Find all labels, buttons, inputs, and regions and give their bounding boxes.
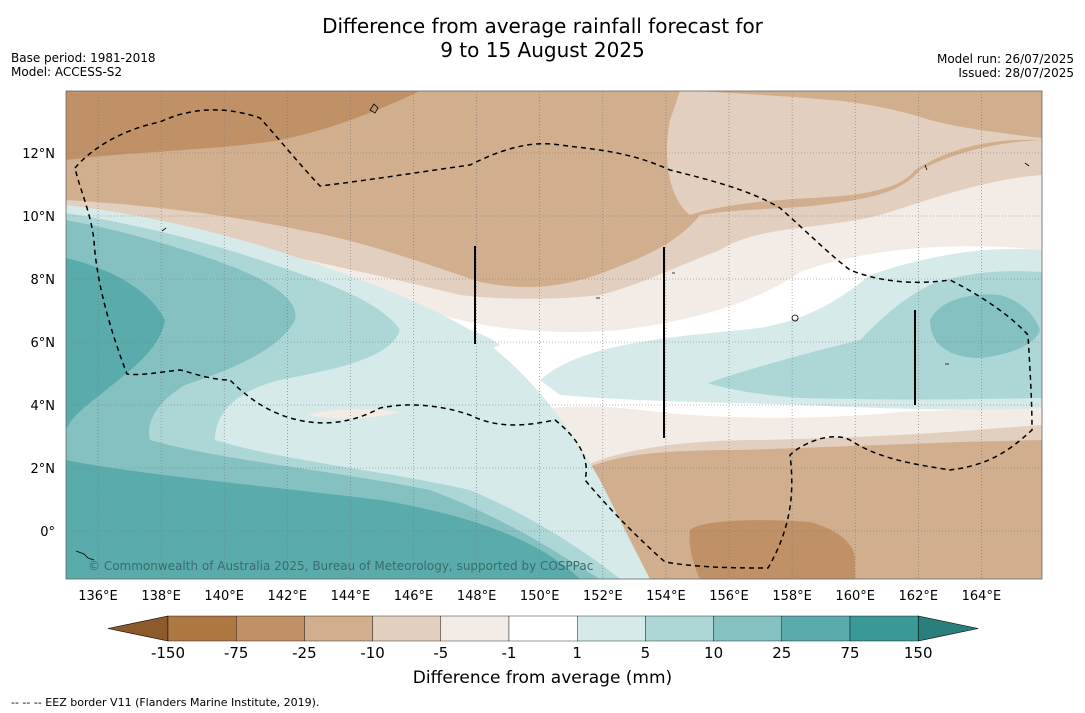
lat-tick-label: 0° (40, 525, 55, 540)
colorbar-tick-label: 75 (840, 644, 860, 662)
lon-tick-label: 136°E (78, 589, 118, 604)
colorbar-tick-label: 5 (640, 644, 651, 662)
lat-tick-label: 6°N (31, 336, 56, 351)
mid-wet-lens (420, 324, 500, 356)
colorbar-bin (167, 615, 237, 642)
colorbar-tick-label: 10 (704, 644, 724, 662)
colorbar-over-arrow (917, 615, 979, 642)
colorbar (107, 615, 979, 642)
lon-tick-label: 156°E (709, 589, 749, 604)
south-dry-sliver (308, 409, 400, 419)
lon-tick-label: 162°E (899, 589, 939, 604)
island-marks (75, 103, 1030, 561)
lon-tick-label: 150°E (520, 589, 560, 604)
lon-tick-label: 160°E (835, 589, 875, 604)
longitude-tick-labels: 136°E 138°E 140°E 142°E 144°E 146°E 148°E 150°E… (78, 589, 1001, 604)
lon-tick-label: 164°E (962, 589, 1002, 604)
colorbar-tick-label: -75 (223, 644, 249, 662)
west-wet-25 (66, 258, 580, 579)
lat-tick-label: 8°N (31, 273, 56, 288)
model-label: Model: ACCESS-S2 (11, 65, 123, 79)
eez-border (74, 109, 1033, 569)
title-line-1: Difference from average rainfall forecas… (322, 14, 763, 38)
issued-label: Issued: 28/07/2025 (958, 66, 1074, 80)
meta-left: Base period: 1981-2018 Model: ACCESS-S2 (11, 51, 156, 79)
colorbar-bin (235, 615, 305, 642)
map-gridlines (66, 91, 1042, 579)
lat-tick-label: 10°N (22, 210, 55, 225)
south-dry-minus25 (689, 520, 855, 579)
colorbar-tick-label: 1 (572, 644, 582, 662)
lon-tick-label: 154°E (646, 589, 686, 604)
colorbar-tick-label: -25 (292, 644, 317, 662)
base-period-label: Base period: 1981-2018 (11, 51, 156, 65)
lon-tick-label: 138°E (141, 589, 181, 604)
colorbar-under-arrow (107, 615, 169, 642)
colorbar-tick-label: 150 (903, 644, 933, 662)
dry-band-minus25-east (700, 91, 1042, 138)
lon-tick-label: 148°E (457, 589, 497, 604)
lon-tick-label: 142°E (268, 589, 308, 604)
colorbar-bin (372, 615, 442, 642)
colorbar-bin (781, 615, 851, 642)
colorbar-bin (508, 615, 578, 642)
lat-tick-label: 12°N (22, 147, 55, 162)
lon-tick-label: 144°E (331, 589, 371, 604)
colorbar-bin (713, 615, 782, 642)
colorbar-tick-label: -10 (360, 644, 385, 662)
latitude-tick-labels: 12°N 10°N 8°N 6°N 4°N 2°N 0° (22, 147, 55, 540)
colorbar-bin (440, 615, 510, 642)
meta-right: Model run: 26/07/2025 Issued: 28/07/2025 (937, 52, 1074, 80)
chart-title: Difference from average rainfall forecas… (0, 14, 1085, 62)
map-frame (65, 90, 1043, 580)
lon-tick-label: 152°E (583, 589, 623, 604)
lat-tick-label: 2°N (31, 462, 56, 477)
colorbar-bin (304, 615, 373, 642)
colorbar-title: Difference from average (mm) (412, 668, 673, 688)
title-line-2: 9 to 15 August 2025 (440, 38, 645, 62)
dry-band-minus25 (66, 91, 420, 160)
lon-tick-label: 158°E (772, 589, 812, 604)
lat-tick-label: 4°N (31, 399, 56, 414)
colorbar-tick-label: -150 (150, 644, 186, 662)
colorbar-tick-label: -5 (433, 644, 449, 662)
copyright-text: © Commonwealth of Australia 2025, Bureau… (88, 559, 593, 573)
colorbar-bin (577, 615, 646, 642)
map-fill-layers (66, 91, 1042, 579)
eez-legend-note: -- -- -- EEZ border V11 (Flanders Marine… (11, 696, 320, 709)
model-run-label: Model run: 26/07/2025 (936, 52, 1074, 66)
lon-tick-label: 140°E (204, 589, 244, 604)
colorbar-tick-label: 25 (772, 644, 792, 662)
colorbar-bin (645, 615, 714, 642)
colorbar-tick-label: -1 (501, 644, 517, 662)
lon-tick-label: 146°E (394, 589, 434, 604)
colorbar-bin (849, 615, 919, 642)
